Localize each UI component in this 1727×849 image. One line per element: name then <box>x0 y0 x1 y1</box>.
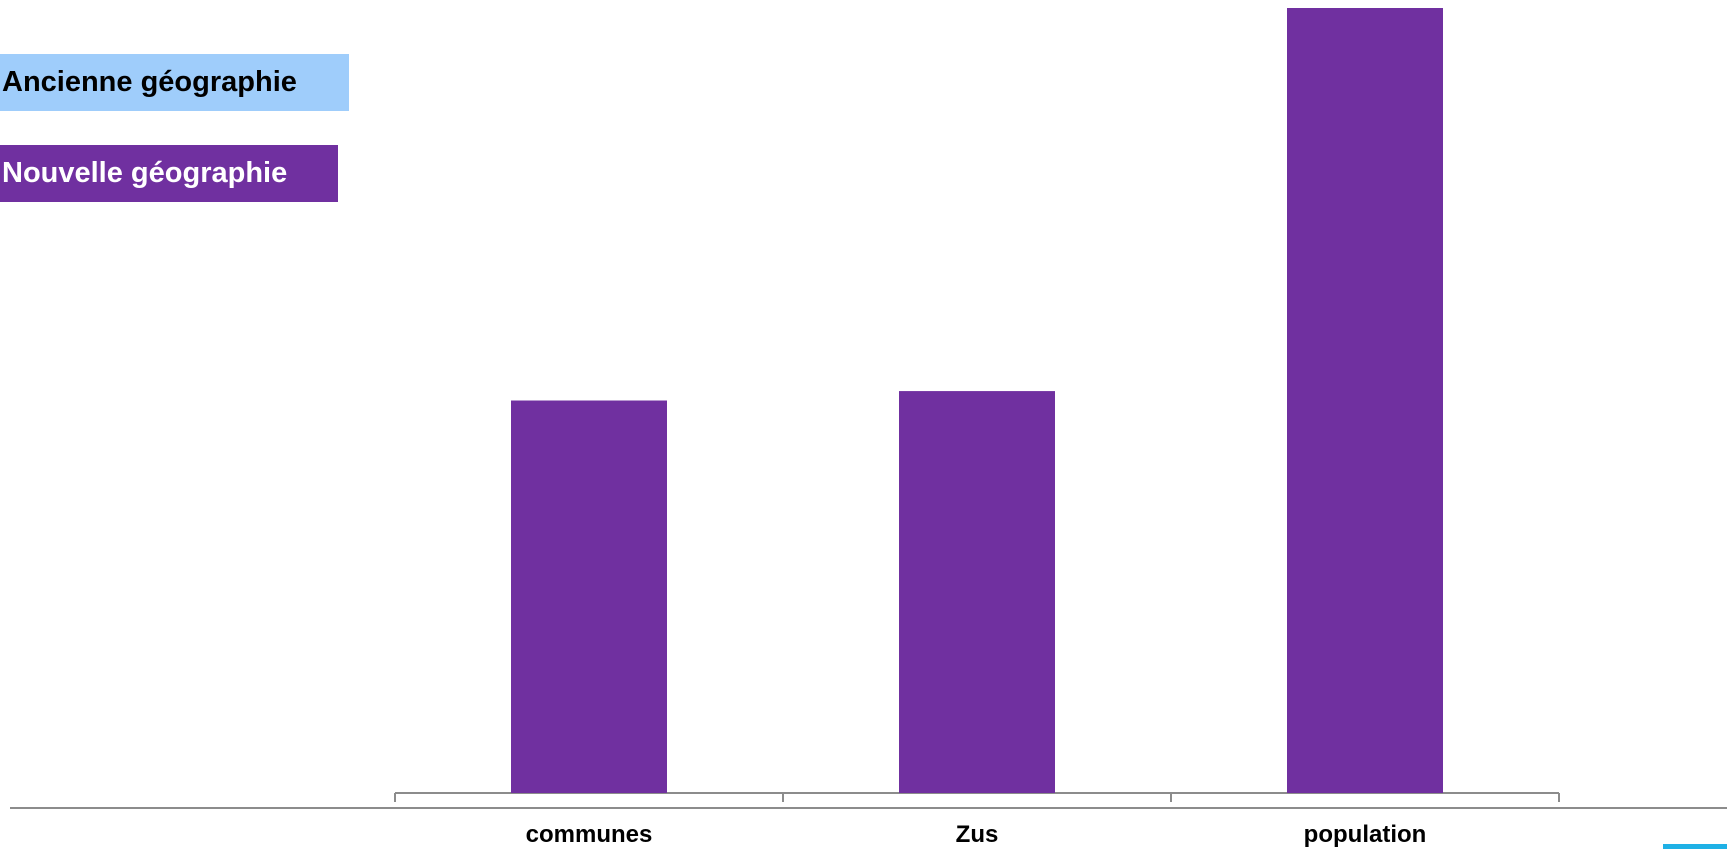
legend-label-old-geography: Ancienne géographie <box>2 66 297 98</box>
legend-item-new-geography: Nouvelle géographie <box>0 145 338 202</box>
x-tick-label-population: population <box>1304 821 1427 848</box>
bar-zus <box>899 391 1055 793</box>
bar-communes <box>511 400 667 793</box>
corner-accent-mark <box>1663 844 1727 849</box>
legend-item-old-geography: Ancienne géographie <box>0 54 349 111</box>
x-tick-label-communes: communes <box>526 821 653 848</box>
x-tick-label-zus: Zus <box>956 821 999 848</box>
bar-population <box>1287 8 1443 793</box>
legend-label-new-geography: Nouvelle géographie <box>2 157 288 189</box>
